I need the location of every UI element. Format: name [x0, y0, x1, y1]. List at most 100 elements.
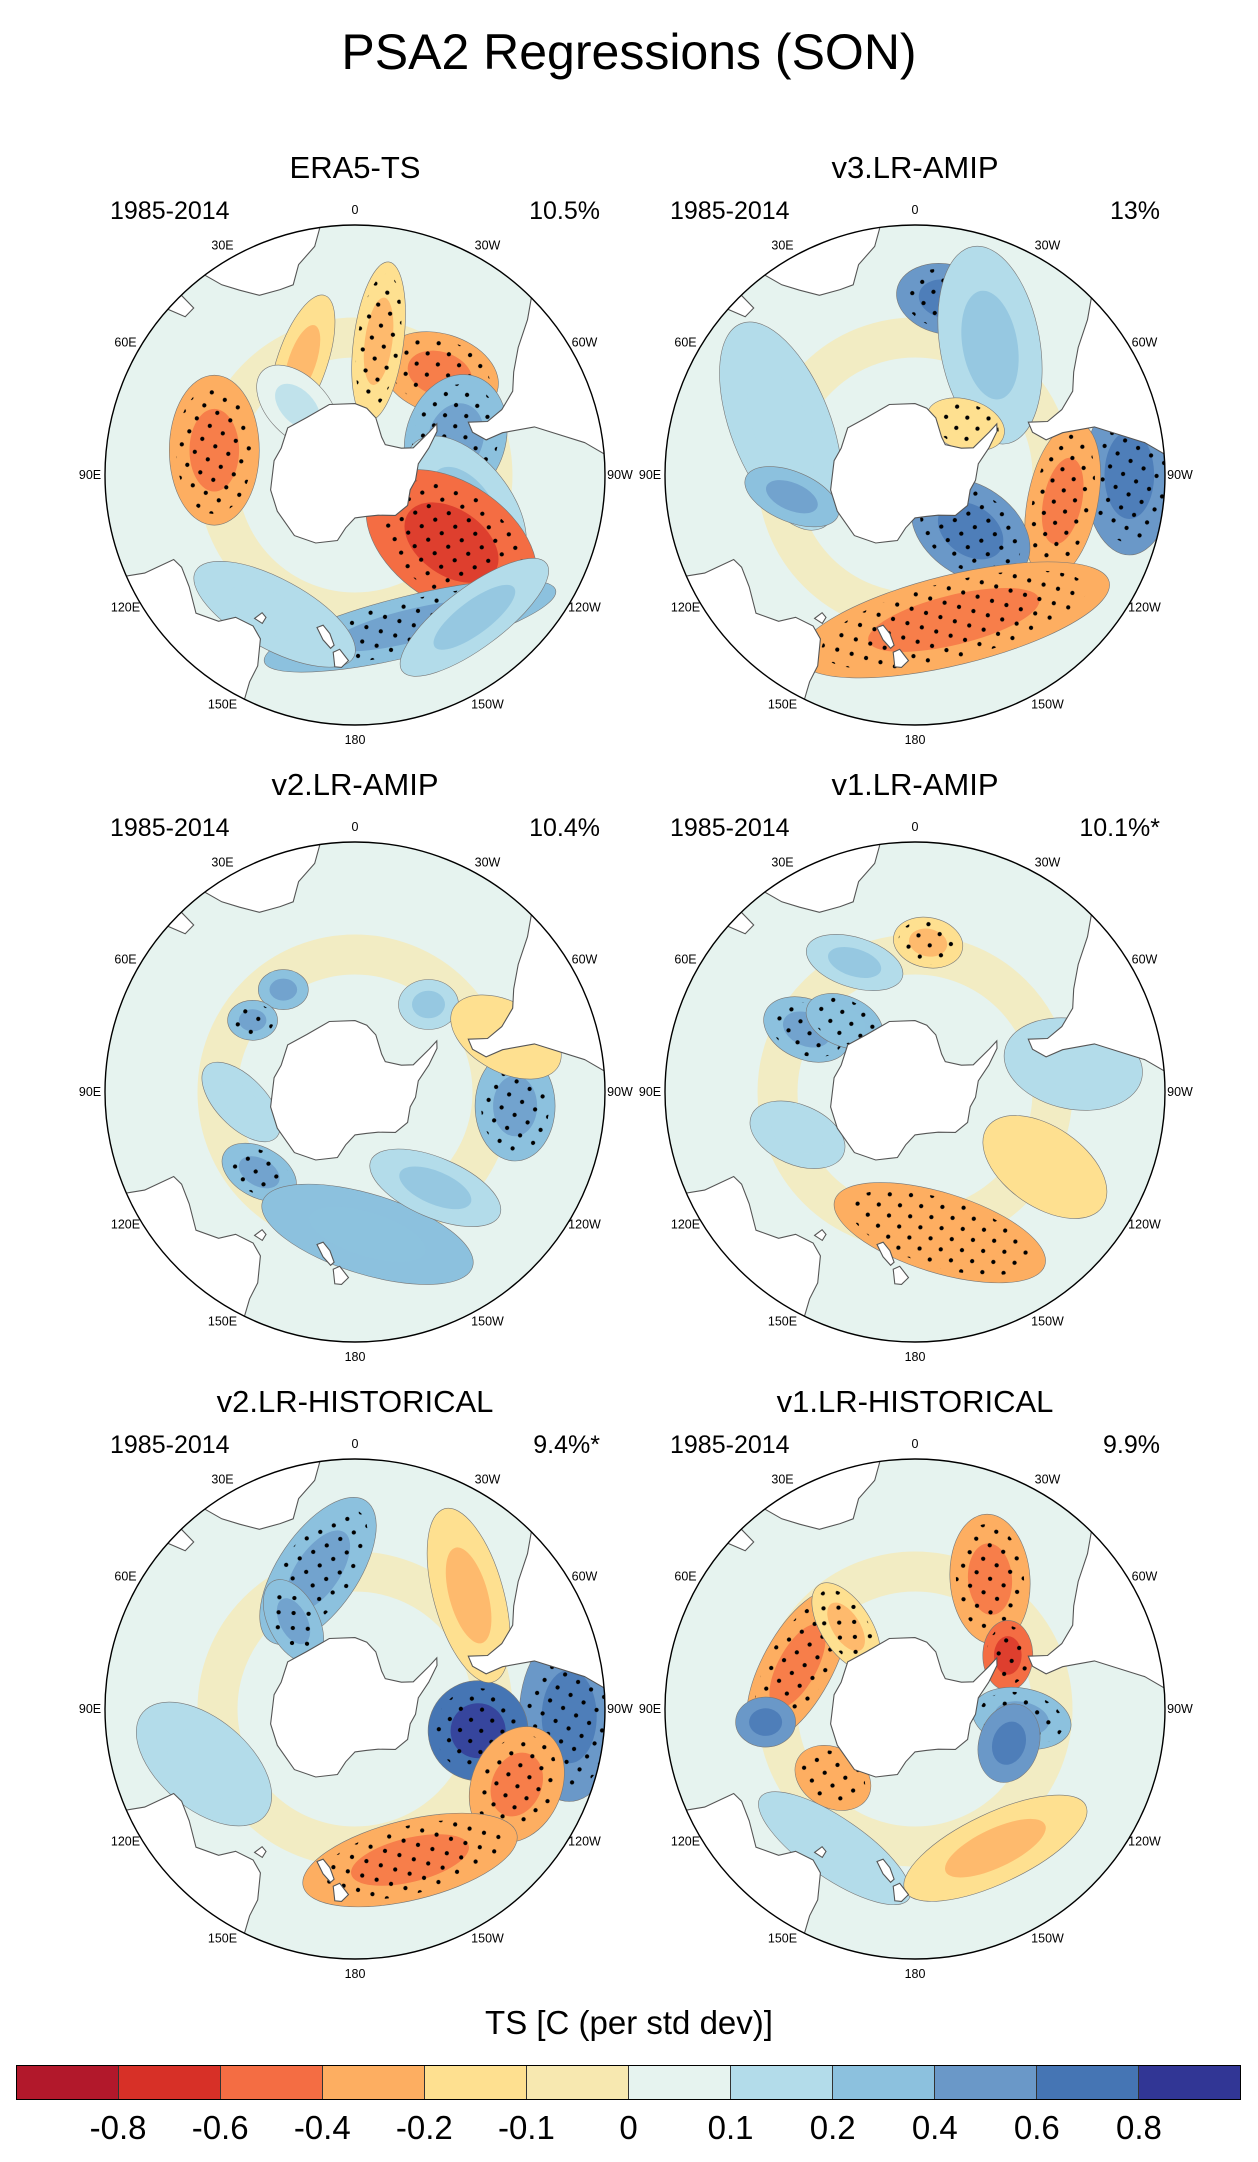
- significance-stippling: [231, 1003, 274, 1038]
- significance-stippling: [811, 997, 877, 1045]
- new-zealand-south-land: [316, 1858, 335, 1884]
- anomaly-core: [1010, 1138, 1080, 1196]
- tasmania-land: [253, 1228, 267, 1242]
- anomaly-core: [445, 1547, 492, 1644]
- new-zealand-south-land: [876, 1858, 895, 1884]
- longitude-label: 60E: [114, 953, 136, 967]
- map-panel: 0 30E 60E 90E 120E 150E 180 150W 120W 90W 60W 30W v2…: [70, 1384, 640, 1994]
- longitude-label: 90W: [607, 1085, 633, 1099]
- polar-map: 0 30E 60E 90E 120E 150E 180 150W 120W 90W 60W 30W: [79, 203, 633, 747]
- longitude-label: 120E: [111, 1218, 140, 1232]
- panel-title: ERA5-TS: [289, 150, 421, 185]
- new-zealand-north-land: [892, 1265, 910, 1285]
- map-border: [664, 1458, 1166, 1960]
- new-zealand-south-land: [316, 1241, 335, 1267]
- colorbar-tick-label: -0.6: [191, 2109, 249, 2146]
- new-zealand-south-land: [316, 624, 335, 650]
- new-zealand-north-land: [332, 648, 350, 668]
- longitude-label: 60W: [1132, 953, 1158, 967]
- polar-map: 0 30E 60E 90E 120E 150E 180 150W 120W 90W 60W 30W: [79, 1437, 633, 1981]
- panel-variance-percent: 9.4%*: [533, 1431, 600, 1459]
- longitude-label: 180: [345, 1350, 366, 1364]
- panel-variance-percent: 10.4%: [529, 814, 600, 842]
- longitude-label: 180: [905, 1967, 926, 1981]
- antarctica-land: [270, 1637, 438, 1778]
- longitude-label: 90E: [639, 1085, 661, 1099]
- figure-title: PSA2 Regressions (SON): [341, 24, 917, 80]
- longitude-label: 150E: [768, 698, 797, 712]
- antarctica-land: [830, 403, 998, 544]
- tasmania-land: [253, 611, 267, 625]
- longitude-label: 90E: [79, 468, 101, 482]
- colorbar-tick-label: 0.1: [707, 2109, 754, 2146]
- longitude-label: 60E: [674, 953, 696, 967]
- longitude-label: 30W: [1035, 1473, 1061, 1487]
- polar-map: 0 30E 60E 90E 120E 150E 180 150W 120W 90W 60W 30W: [639, 820, 1193, 1364]
- map-panel: 0 30E 60E 90E 120E 150E 180 150W 120W 90W 60W 30W v3…: [630, 150, 1200, 760]
- colorbar-box: [1139, 2066, 1240, 2099]
- anomaly-core: [412, 990, 445, 1019]
- longitude-label: 60W: [572, 1570, 598, 1584]
- map-panel: 0 30E 60E 90E 120E 150E 180 150W 120W 90W 60W 30W ER…: [70, 150, 640, 760]
- longitude-label: 120W: [1128, 601, 1161, 615]
- longitude-label: 90W: [1167, 468, 1193, 482]
- colorbar-tick-label: -0.4: [293, 2109, 351, 2146]
- longitude-label: 90W: [607, 468, 633, 482]
- longitude-label: 90E: [639, 1702, 661, 1716]
- colorbar-tick-label: 0.8: [1115, 2109, 1162, 2146]
- colorbar-tick-label: 0.2: [809, 2109, 856, 2146]
- colorbar-box: [1037, 2066, 1139, 2099]
- longitude-label: 120E: [671, 601, 700, 615]
- map-border: [664, 224, 1166, 726]
- colorbar-box: [527, 2066, 629, 2099]
- longitude-label: 120W: [568, 1218, 601, 1232]
- significance-stippling: [1030, 434, 1095, 568]
- significance-stippling: [318, 1820, 502, 1900]
- polar-map: 0 30E 60E 90E 120E 150E 180 150W 120W 90W 60W 30W: [639, 203, 1193, 747]
- longitude-label: 30W: [1035, 239, 1061, 253]
- longitude-label: 30E: [211, 856, 233, 870]
- longitude-label: 150W: [471, 1315, 504, 1329]
- anomaly-core: [961, 290, 1019, 400]
- map-panel: 0 30E 60E 90E 120E 150E 180 150W 120W 90W 60W 30W v2…: [70, 767, 640, 1377]
- panel-title: v2.LR-HISTORICAL: [216, 1384, 494, 1419]
- anomaly-core: [792, 1817, 877, 1880]
- longitude-label: 150E: [768, 1315, 797, 1329]
- longitude-label: 0: [352, 1437, 359, 1451]
- antarctica-land: [270, 1020, 438, 1161]
- significance-stippling: [800, 1750, 866, 1806]
- significance-stippling: [849, 1190, 1030, 1276]
- map-border: [664, 841, 1166, 1343]
- anomaly-core: [771, 1116, 824, 1154]
- longitude-label: 150W: [471, 1932, 504, 1946]
- panel-period: 1985-2014: [670, 814, 790, 842]
- longitude-label: 150E: [768, 1932, 797, 1946]
- colorbar-box: [119, 2066, 221, 2099]
- significance-stippling: [267, 1585, 320, 1657]
- longitude-label: 90W: [1167, 1085, 1193, 1099]
- significance-stippling: [816, 1589, 876, 1665]
- significance-stippling: [227, 1147, 291, 1198]
- colorbar-tick-label: -0.8: [89, 2109, 147, 2146]
- tasmania-land: [253, 1845, 267, 1859]
- longitude-label: 120E: [111, 601, 140, 615]
- longitude-label: 120E: [671, 1835, 700, 1849]
- colorbar: [16, 2065, 1241, 2100]
- longitude-label: 60W: [1132, 1570, 1158, 1584]
- longitude-label: 60E: [674, 336, 696, 350]
- new-zealand-north-land: [892, 648, 910, 668]
- panel-period: 1985-2014: [670, 197, 790, 225]
- colorbar-tick-label: -0.2: [395, 2109, 453, 2146]
- polar-map: 0 30E 60E 90E 120E 150E 180 150W 120W 90W 60W 30W: [639, 1437, 1193, 1981]
- panel-title: v2.LR-AMIP: [271, 767, 439, 802]
- significance-stippling: [932, 401, 999, 448]
- longitude-label: 60E: [674, 1570, 696, 1584]
- longitude-label: 30E: [771, 856, 793, 870]
- longitude-label: 150W: [1031, 698, 1064, 712]
- longitude-label: 30W: [1035, 856, 1061, 870]
- colorbar-box: [17, 2066, 119, 2099]
- longitude-label: 60W: [1132, 336, 1158, 350]
- longitude-label: 90E: [79, 1702, 101, 1716]
- longitude-label: 150W: [1031, 1315, 1064, 1329]
- significance-stippling: [955, 1523, 1025, 1635]
